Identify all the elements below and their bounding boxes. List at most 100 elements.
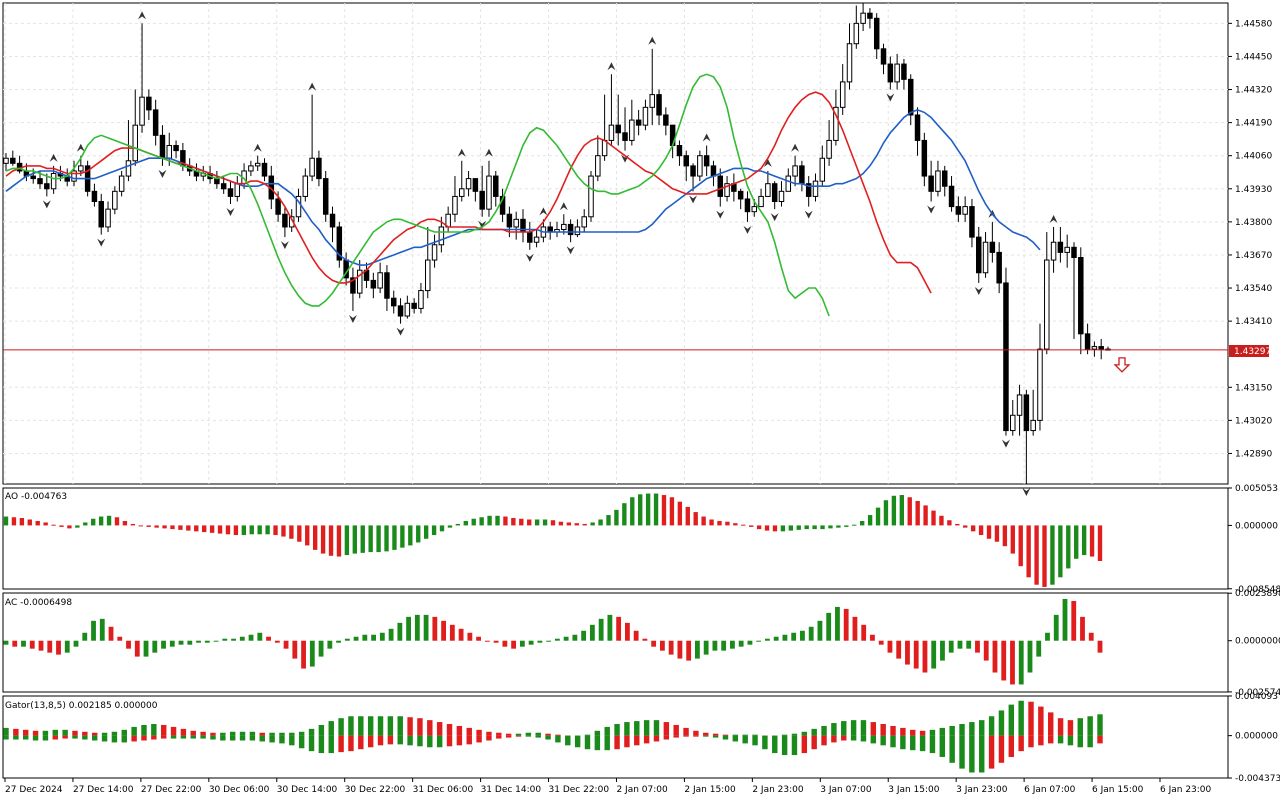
ac-bar xyxy=(1018,640,1024,685)
gator-bar-lower xyxy=(160,735,167,739)
gator-bar-upper xyxy=(811,728,817,736)
gator-bar-upper xyxy=(742,734,748,736)
ac-bar xyxy=(476,636,482,641)
gator-bar-lower xyxy=(811,735,817,750)
price-pane[interactable] xyxy=(3,0,1228,496)
fractal-up-marker xyxy=(308,82,317,91)
fractal-down-marker xyxy=(927,205,936,214)
ao-bar xyxy=(1081,525,1087,556)
gator-bar-lower xyxy=(348,735,354,752)
candle-body xyxy=(894,63,900,83)
ao-pane[interactable] xyxy=(3,493,1103,587)
candle-body xyxy=(309,157,315,177)
gator-bar-upper xyxy=(624,722,630,736)
price-tick-label: 1.43020 xyxy=(1235,416,1272,426)
gator-bar-lower xyxy=(496,735,502,739)
gator-bar-lower xyxy=(870,735,877,744)
fractal-up-marker xyxy=(49,153,58,162)
gator-bar-upper xyxy=(1038,706,1044,736)
gator-bar-upper xyxy=(476,729,482,736)
candle-body xyxy=(839,81,846,108)
fractal-up-marker xyxy=(253,143,262,152)
ac-bar xyxy=(204,640,210,643)
ao-bar xyxy=(527,519,532,526)
candle-body xyxy=(533,236,540,243)
ao-bar xyxy=(328,525,334,556)
gator-bar-upper xyxy=(496,732,502,736)
ac-pane[interactable] xyxy=(3,598,1103,685)
ao-bar xyxy=(899,495,904,526)
gator-bar-upper xyxy=(752,734,758,736)
ao-bar xyxy=(947,520,952,526)
candle-body xyxy=(112,190,118,210)
ac-bar xyxy=(283,640,289,649)
fractal-down-marker xyxy=(42,200,51,209)
gator-bar-lower xyxy=(584,735,591,750)
candle-body xyxy=(411,302,417,309)
gator-bar-upper xyxy=(229,731,236,736)
candle-body xyxy=(506,213,513,228)
gator-bar-lower xyxy=(239,735,246,741)
ac-bar xyxy=(108,626,114,641)
ac-bar xyxy=(931,640,937,669)
candle-body xyxy=(404,302,411,317)
gator-pane[interactable] xyxy=(3,700,1103,773)
ao-bar xyxy=(376,525,381,553)
time-tick-label: 2 Jan 07:00 xyxy=(616,785,668,795)
gator-bar-lower xyxy=(131,735,137,742)
gator-bar-upper xyxy=(407,717,413,736)
fractal-down-marker xyxy=(716,210,725,219)
ac-bar xyxy=(966,640,972,649)
gator-bar-upper xyxy=(732,734,739,736)
candle-body xyxy=(574,226,581,236)
gator-bar-lower xyxy=(170,735,177,739)
ac-bar xyxy=(3,640,9,645)
ac-bar xyxy=(721,640,727,651)
ao-bar xyxy=(542,519,548,526)
candle-body xyxy=(350,277,356,294)
gator-bar-lower xyxy=(101,735,108,742)
gator-bar-upper xyxy=(880,724,886,736)
candle-body xyxy=(377,272,383,289)
ao-bar xyxy=(178,525,183,530)
ac-bar xyxy=(528,640,534,645)
ac-bar xyxy=(187,640,193,645)
gator-bar-lower xyxy=(693,735,699,737)
ac-bar xyxy=(546,640,552,642)
time-tick-label: 3 Jan 07:00 xyxy=(820,785,872,795)
ao-bar xyxy=(717,520,722,526)
fractal-down-marker xyxy=(158,169,167,178)
candle-body xyxy=(125,160,132,177)
ao-bar xyxy=(622,503,627,526)
candle-body xyxy=(356,269,363,294)
ao-bar xyxy=(154,525,159,528)
time-tick-label: 30 Dec 22:00 xyxy=(345,785,406,795)
fractal-up-marker xyxy=(559,202,568,211)
gator-bar-lower xyxy=(594,735,601,751)
gator-bar-lower xyxy=(397,735,403,745)
ao-bar xyxy=(701,516,706,526)
candle-body xyxy=(397,305,404,317)
gator-bar-lower xyxy=(91,735,98,741)
gator-bar-lower xyxy=(200,735,206,739)
ao-bar xyxy=(162,525,167,529)
gator-bar-lower xyxy=(624,735,630,748)
ao-bar xyxy=(796,525,801,530)
gator-bar-upper xyxy=(712,733,719,736)
gator-bar-upper xyxy=(446,724,453,736)
gator-bar-lower xyxy=(151,735,157,740)
ao-bar xyxy=(1034,525,1039,585)
candle-body xyxy=(1064,246,1070,253)
gator-bar-upper xyxy=(417,718,423,736)
ao-bar xyxy=(233,525,239,536)
candle-body xyxy=(139,96,145,126)
ao-bar xyxy=(122,520,128,526)
gator-bar-lower xyxy=(742,735,748,744)
ao-bar xyxy=(114,517,120,526)
ao-bar xyxy=(368,525,373,553)
price-tick-label: 1.44320 xyxy=(1235,86,1272,96)
candle-body xyxy=(1023,394,1030,432)
ao-bar xyxy=(756,525,762,530)
ao-bar xyxy=(852,524,857,526)
ao-bar xyxy=(43,522,48,526)
